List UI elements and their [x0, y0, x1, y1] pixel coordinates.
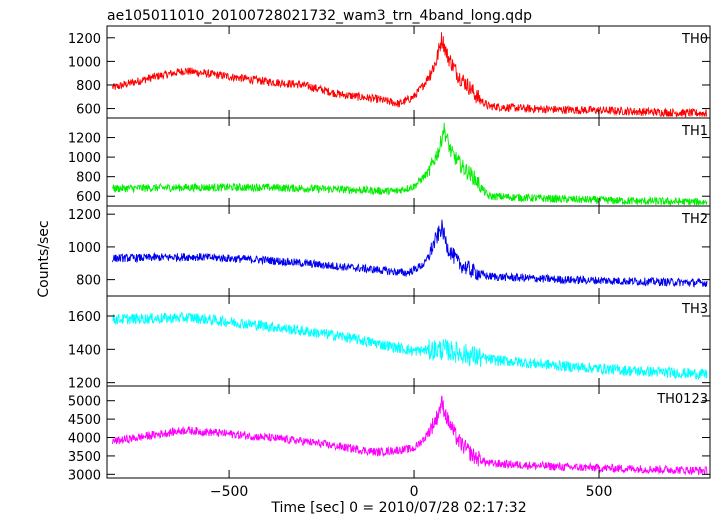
panel-frame-th0123 — [106, 385, 711, 479]
series-line-th0123 — [112, 395, 708, 476]
y-tick-label: 1000 — [68, 55, 101, 70]
panel-label-th3: TH3 — [681, 302, 708, 317]
panel-frame-th1 — [106, 117, 711, 207]
panel-label-th2: TH2 — [681, 212, 708, 227]
y-tick-label: 600 — [76, 103, 101, 118]
panels-group: 600 800 1000 1200 TH0 600 800 1000 1200 TH1 800 100… — [68, 25, 711, 500]
y-tick-label: 1200 — [68, 208, 101, 223]
y-tick-label: 5000 — [68, 395, 101, 410]
y-tick-label: 1200 — [68, 377, 101, 392]
y-tick-label: 1400 — [68, 343, 101, 358]
y-tick-label: 800 — [76, 274, 101, 289]
series-line-th3 — [112, 311, 708, 381]
y-tick-label: 1000 — [68, 241, 101, 256]
x-tick-label: −500 — [210, 484, 248, 500]
panel-label-th1: TH1 — [681, 124, 708, 139]
panel-label-th0: TH0 — [681, 32, 708, 47]
chart-title: ae105011010_20100728021732_wam3_trn_4ban… — [107, 8, 532, 24]
y-tick-label: 3500 — [68, 450, 101, 465]
y-tick-label: 800 — [76, 79, 101, 94]
y-tick-label: 1000 — [68, 151, 101, 166]
series-line-th0 — [112, 32, 708, 119]
series-line-th2 — [112, 219, 708, 288]
x-tick-label: 500 — [586, 484, 613, 500]
y-axis-label: Counts/sec — [36, 220, 52, 297]
y-tick-label: 4000 — [68, 432, 101, 447]
x-tick-label: 0 — [410, 484, 419, 500]
x-axis-label: Time [sec] 0 = 2010/07/28 02:17:32 — [270, 500, 526, 516]
y-tick-label: 4500 — [68, 413, 101, 428]
y-tick-label: 800 — [76, 171, 101, 186]
y-tick-label: 3000 — [68, 468, 101, 483]
y-tick-label: 1600 — [68, 310, 101, 325]
y-tick-label: 600 — [76, 190, 101, 205]
series-line-th1 — [112, 122, 708, 206]
y-tick-label: 1200 — [68, 132, 101, 147]
panel-label-th0123: TH0123 — [656, 392, 708, 407]
y-tick-label: 1200 — [68, 32, 101, 47]
